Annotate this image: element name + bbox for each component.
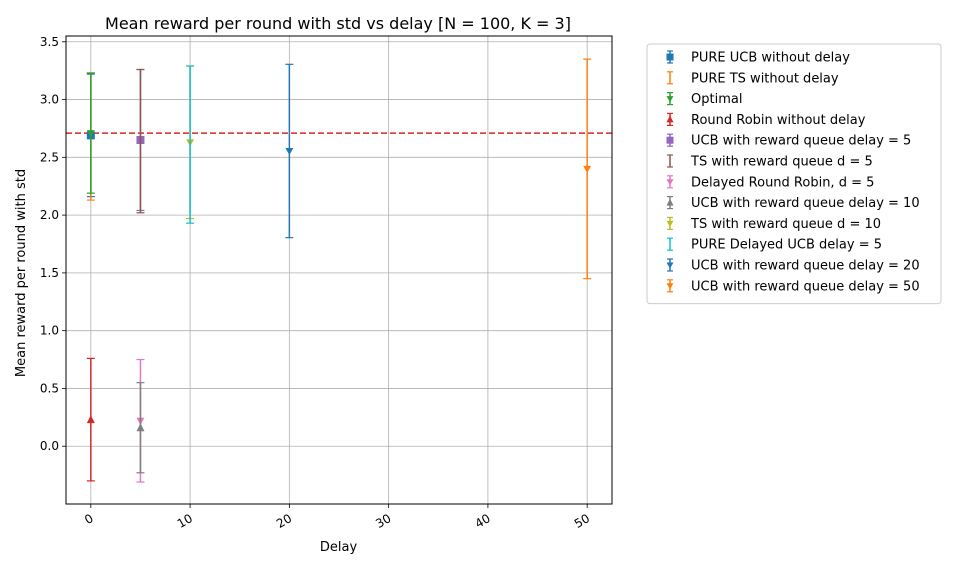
x-tick-label: 30 <box>373 511 393 531</box>
x-tick-label: 50 <box>572 511 592 531</box>
legend-item: TS with reward queue d = 10 <box>666 216 881 232</box>
y-axis-label: Mean reward per round with std <box>14 169 29 377</box>
legend-label: Round Robin without delay <box>691 113 866 128</box>
square-marker <box>666 53 674 61</box>
legend-label: PURE Delayed UCB delay = 5 <box>691 238 882 253</box>
legend-label: PURE UCB without delay <box>691 51 850 66</box>
legend-item: UCB with reward queue delay = 10 <box>666 196 920 211</box>
square-marker <box>666 136 674 144</box>
legend-item: Delayed Round Robin, d = 5 <box>666 175 874 190</box>
triangle-up-marker <box>86 415 95 424</box>
x-axis-label: Delay <box>320 540 358 555</box>
triangle-down-marker <box>666 220 674 227</box>
triangle-down-marker <box>666 262 674 269</box>
error-bar-point <box>583 58 592 280</box>
y-tick-label: 3.5 <box>40 35 59 49</box>
legend-item: PURE Delayed UCB delay = 5 <box>667 237 882 253</box>
triangle-down-marker <box>666 96 674 103</box>
y-tick-label: 3.0 <box>40 93 59 107</box>
y-tick-label: 1.5 <box>40 266 59 280</box>
y-tick-label: 0.0 <box>40 439 59 453</box>
y-axis-ticks: 0.0 0.5 1.0 1.5 2.0 2.5 3.0 3.5 <box>40 35 66 453</box>
triangle-down-marker <box>86 130 95 138</box>
data-marks <box>86 58 592 483</box>
error-bar-point <box>136 382 145 474</box>
grid-lines <box>66 36 612 504</box>
error-bar-point <box>186 65 195 224</box>
legend-item: Optimal <box>666 91 742 107</box>
triangle-up-marker <box>666 198 674 206</box>
y-tick-label: 1.0 <box>40 324 59 338</box>
legend-box <box>646 43 942 305</box>
x-tick-label: 10 <box>175 511 195 531</box>
triangle-down-marker <box>285 147 294 155</box>
legend-label: TS with reward queue d = 10 <box>690 217 881 232</box>
x-tick-label: 40 <box>473 511 493 531</box>
legend-item: Round Robin without delay <box>666 112 866 128</box>
error-bar-point <box>86 357 95 482</box>
legend-label: UCB with reward queue delay = 10 <box>691 196 920 211</box>
x-tick-label: 20 <box>274 511 294 531</box>
chart-title: Mean reward per round with std vs delay … <box>105 14 571 33</box>
legend-item: TS with reward queue d = 5 <box>667 154 873 170</box>
legend-item: PURE TS without delay <box>667 71 839 86</box>
x-axis-ticks: 0 10 20 30 40 50 <box>82 504 592 531</box>
legend-label: Optimal <box>691 92 742 107</box>
legend: PURE UCB without delay PURE TS without de… <box>646 43 942 305</box>
y-tick-label: 2.5 <box>40 150 59 164</box>
legend-item: UCB with reward queue delay = 5 <box>666 133 911 149</box>
triangle-up-marker <box>666 115 674 123</box>
y-tick-label: 2.0 <box>40 208 59 222</box>
legend-label: UCB with reward queue delay = 5 <box>691 134 911 149</box>
plot-frame <box>65 35 613 505</box>
legend-label: Delayed Round Robin, d = 5 <box>691 175 874 190</box>
legend-item: UCB with reward queue delay = 50 <box>666 279 920 294</box>
triangle-down-marker <box>583 165 592 173</box>
triangle-down-marker <box>666 179 674 186</box>
error-bar-point <box>285 63 294 239</box>
triangle-down-marker <box>666 283 674 290</box>
triangle-up-marker <box>136 423 145 432</box>
legend-item: PURE UCB without delay <box>666 50 850 66</box>
legend-label: PURE TS without delay <box>691 71 839 86</box>
legend-label: TS with reward queue d = 5 <box>690 155 873 170</box>
error-bar-point <box>136 68 145 214</box>
y-tick-label: 0.5 <box>40 381 59 395</box>
legend-item: UCB with reward queue delay = 20 <box>666 258 920 274</box>
legend-label: UCB with reward queue delay = 20 <box>691 259 920 274</box>
x-tick-label: 0 <box>82 511 96 527</box>
error-bar-point <box>86 72 95 194</box>
legend-label: UCB with reward queue delay = 50 <box>691 279 920 294</box>
